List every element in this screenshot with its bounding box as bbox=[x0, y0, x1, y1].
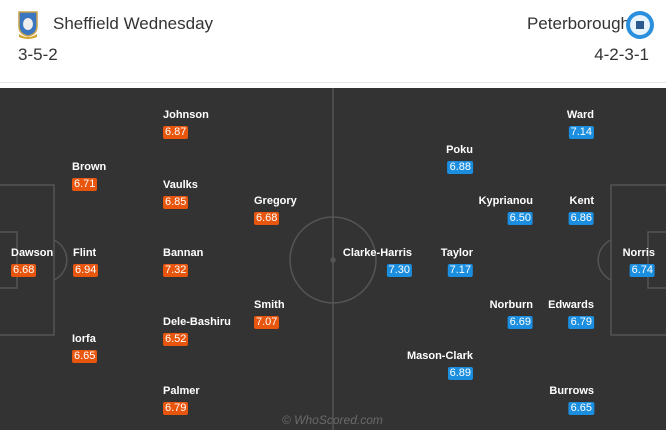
whoscored-watermark: © WhoScored.com bbox=[282, 413, 383, 427]
player-rating-badge: 6.87 bbox=[163, 126, 189, 139]
peterborough-crest-icon bbox=[626, 11, 654, 39]
player-name: Flint bbox=[73, 247, 97, 259]
home-player[interactable]: Flint 6.94 bbox=[73, 247, 99, 277]
away-player[interactable]: Taylor 7.17 bbox=[441, 247, 473, 277]
home-player[interactable]: Dele-Bashiru 6.52 bbox=[163, 316, 231, 346]
home-player[interactable]: Bannan 7.32 bbox=[163, 247, 203, 277]
away-player[interactable]: Burrows 6.65 bbox=[549, 385, 594, 415]
player-name: Smith bbox=[254, 299, 285, 311]
home-team-name[interactable]: Sheffield Wednesday bbox=[53, 14, 214, 33]
player-rating-badge: 6.85 bbox=[163, 196, 189, 209]
home-player[interactable]: Gregory 6.68 bbox=[254, 195, 297, 225]
pitch-markings bbox=[0, 88, 666, 430]
player-rating-badge: 6.52 bbox=[163, 333, 189, 346]
player-name: Norburn bbox=[489, 299, 533, 311]
player-rating-badge: 6.68 bbox=[11, 264, 37, 277]
player-name: Kyprianou bbox=[478, 195, 533, 207]
away-player[interactable]: Norburn 6.69 bbox=[490, 299, 533, 329]
away-player[interactable]: Norris 6.74 bbox=[623, 247, 655, 277]
player-name: Palmer bbox=[163, 385, 200, 397]
away-player[interactable]: Poku 6.88 bbox=[446, 144, 473, 174]
player-name: Burrows bbox=[549, 385, 594, 397]
away-player[interactable]: Kent 6.86 bbox=[568, 195, 594, 225]
home-player[interactable]: Vaulks 6.85 bbox=[163, 179, 198, 209]
player-name: Vaulks bbox=[163, 179, 198, 191]
player-rating-badge: 6.68 bbox=[254, 212, 280, 225]
player-name: Kent bbox=[569, 195, 594, 207]
player-rating-badge: 6.69 bbox=[507, 316, 533, 329]
player-name: Dele-Bashiru bbox=[163, 316, 231, 328]
player-name: Mason-Clark bbox=[406, 350, 473, 362]
player-name: Ward bbox=[566, 109, 594, 121]
player-name: Johnson bbox=[163, 109, 209, 121]
player-name: Bannan bbox=[163, 247, 204, 259]
player-name: Clarke-Harris bbox=[342, 247, 412, 259]
home-player[interactable]: Johnson 6.87 bbox=[163, 109, 209, 139]
player-rating-badge: 7.32 bbox=[163, 264, 189, 277]
player-rating-badge: 6.86 bbox=[568, 212, 594, 225]
away-player[interactable]: Mason-Clark 6.89 bbox=[407, 350, 473, 380]
away-player[interactable]: Ward 7.14 bbox=[567, 109, 594, 139]
player-name: Brown bbox=[72, 161, 107, 173]
player-rating-badge: 6.71 bbox=[72, 178, 98, 191]
player-name: Taylor bbox=[440, 247, 473, 259]
pitch bbox=[0, 88, 666, 430]
player-rating-badge: 7.07 bbox=[254, 316, 280, 329]
match-header: Sheffield Wednesday 3-5-2 Peterborough 4… bbox=[0, 0, 666, 83]
player-name: Edwards bbox=[548, 299, 594, 311]
player-rating-badge: 7.14 bbox=[568, 126, 594, 139]
player-rating-badge: 7.30 bbox=[386, 264, 412, 277]
player-rating-badge: 6.74 bbox=[629, 264, 655, 277]
player-rating-badge: 6.88 bbox=[447, 161, 473, 174]
player-name: Norris bbox=[622, 247, 655, 259]
home-player[interactable]: Palmer 6.79 bbox=[163, 385, 200, 415]
away-player[interactable]: Clarke-Harris 7.30 bbox=[343, 247, 412, 277]
home-player[interactable]: Smith 7.07 bbox=[254, 299, 285, 329]
player-rating-badge: 6.65 bbox=[72, 350, 98, 363]
away-player[interactable]: Edwards 6.79 bbox=[548, 299, 594, 329]
player-name: Iorfa bbox=[72, 333, 96, 345]
player-rating-badge: 6.50 bbox=[507, 212, 533, 225]
home-player[interactable]: Iorfa 6.65 bbox=[72, 333, 98, 363]
player-rating-badge: 6.65 bbox=[568, 402, 594, 415]
player-name: Gregory bbox=[254, 195, 297, 207]
player-rating-badge: 6.94 bbox=[73, 264, 99, 277]
away-formation: 4-2-3-1 bbox=[594, 45, 649, 64]
player-rating-badge: 6.79 bbox=[568, 316, 594, 329]
player-rating-badge: 7.17 bbox=[447, 264, 473, 277]
home-player[interactable]: Dawson 6.68 bbox=[11, 247, 53, 277]
player-name: Poku bbox=[446, 144, 473, 156]
away-team-name[interactable]: Peterborough bbox=[526, 14, 630, 33]
home-player[interactable]: Brown 6.71 bbox=[72, 161, 106, 191]
sheffield-wednesday-crest-icon bbox=[18, 11, 38, 39]
home-formation: 3-5-2 bbox=[18, 45, 58, 64]
player-rating-badge: 6.89 bbox=[447, 367, 473, 380]
player-rating-badge: 6.79 bbox=[163, 402, 189, 415]
away-player[interactable]: Kyprianou 6.50 bbox=[479, 195, 533, 225]
player-name: Dawson bbox=[11, 247, 54, 259]
